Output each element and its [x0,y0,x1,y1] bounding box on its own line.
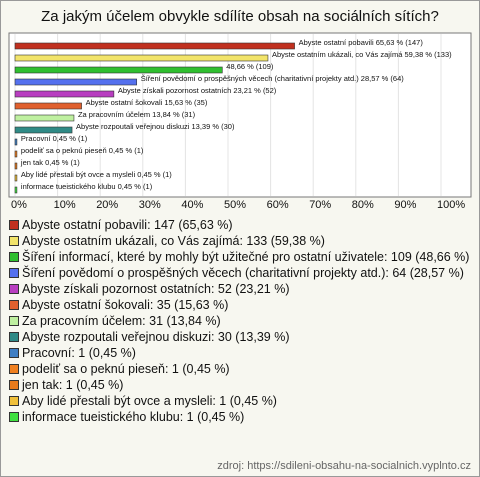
x-tick-label: 80% [352,199,374,211]
legend-swatch [9,268,19,278]
bar-label: Šíření povědomí o prospěšných věcech (ch… [141,74,405,83]
bar-label: Abyste získali pozornost ostatních 23,21… [118,86,277,95]
bar-label: Abyste rozpoutali veřejnou diskuzi 13,39… [76,122,235,131]
legend-item: Abyste získali pozornost ostatních: 52 (… [9,281,471,297]
legend-item: Pracovní: 1 (0,45 %) [9,345,471,361]
legend-label: jen tak: 1 (0,45 %) [22,378,124,392]
legend-swatch [9,300,19,310]
legend-label: informace tueistického klubu: 1 (0,45 %) [22,410,245,424]
legend-label: Aby lidé přestali být ovce a mysleli: 1 … [22,394,277,408]
legend-swatch [9,364,19,374]
bar [14,66,223,74]
bar-label: Za pracovním účelem 13,84 % (31) [78,110,196,119]
legend-label: Abyste rozpoutali veřejnou diskuzi: 30 (… [22,330,290,344]
legend-swatch [9,252,19,262]
bar-label: Abyste ostatní šokovali 15,63 % (35) [86,98,208,107]
legend-label: Pracovní: 1 (0,45 %) [22,346,136,360]
legend-label: podeliť sa o peknú pieseň: 1 (0,45 %) [22,362,230,376]
bar [14,174,18,182]
x-tick-label: 60% [267,199,289,211]
legend-swatch [9,348,19,358]
legend-label: Abyste ostatní pobavili: 147 (65,63 %) [22,218,233,232]
legend-item: Abyste ostatní pobavili: 147 (65,63 %) [9,217,471,233]
bar [14,102,82,110]
x-tick-label: 90% [394,199,416,211]
legend-label: Abyste získali pozornost ostatních: 52 (… [22,282,290,296]
bar [14,138,18,146]
legend-item: podeliť sa o peknú pieseň: 1 (0,45 %) [9,361,471,377]
legend: Abyste ostatní pobavili: 147 (65,63 %) Ab… [9,217,471,425]
bar [14,150,18,158]
legend-label: Za pracovním účelem: 31 (13,84 %) [22,314,221,328]
legend-swatch [9,412,19,422]
legend-swatch [9,396,19,406]
bar [14,54,269,62]
bar-label: Abyste ostatním ukázali, co Vás zajímá 5… [272,50,452,59]
bar [14,126,73,134]
legend-label: Abyste ostatním ukázali, co Vás zajímá: … [22,234,325,248]
chart: Za jakým účelem obvykle sdílíte obsah na… [8,8,472,211]
legend-item: Abyste rozpoutali veřejnou diskuzi: 30 (… [9,329,471,345]
bar [14,186,18,194]
bar-label: jen tak 0,45 % (1) [20,158,80,167]
legend-label: Abyste ostatní šokovali: 35 (15,63 %) [22,298,229,312]
x-tick-label: 0% [11,199,27,211]
bar-label: 48,66 % (109) [226,62,274,71]
legend-item: Šíření povědomí o prospěšných věcech (ch… [9,265,471,281]
bar-label: informace tueistického klubu 0,45 % (1) [21,182,153,191]
legend-label: Šíření povědomí o prospěšných věcech (ch… [22,266,464,280]
legend-swatch [9,236,19,246]
legend-item: jen tak: 1 (0,45 %) [9,377,471,393]
legend-item: Za pracovním účelem: 31 (13,84 %) [9,313,471,329]
source: zdroj: https://sdileni-obsahu-na-socialn… [217,460,471,472]
legend-item: Abyste ostatní šokovali: 35 (15,63 %) [9,297,471,313]
legend-label: Šíření informací, které by mohly být uži… [22,250,470,264]
legend-swatch [9,316,19,326]
x-tick-label: 40% [181,199,203,211]
x-tick-label: 50% [224,199,246,211]
bar [14,90,115,98]
legend-swatch [9,332,19,342]
legend-item: informace tueistického klubu: 1 (0,45 %) [9,409,471,425]
legend-swatch [9,284,19,294]
bar [14,162,18,170]
legend-item: Šíření informací, které by mohly být uži… [9,249,471,265]
bar [14,114,75,122]
x-tick-label: 20% [96,199,118,211]
x-tick-label: 30% [139,199,161,211]
bar [14,78,138,86]
bar-label: Aby lidé přestali být ovce a mysleli 0,4… [21,170,172,179]
bar-label: podeliť sa o peknú pieseň 0,45 % (1) [21,146,144,155]
legend-swatch [9,220,19,230]
legend-item: Aby lidé přestali být ovce a mysleli: 1 … [9,393,471,409]
legend-item: Abyste ostatním ukázali, co Vás zajímá: … [9,233,471,249]
bar-label: Abyste ostatní pobavili 65,63 % (147) [299,38,424,47]
bar [14,42,295,50]
x-tick-label: 10% [54,199,76,211]
bar-label: Pracovní 0,45 % (1) [21,134,88,143]
legend-swatch [9,380,19,390]
x-tick-label: 100% [437,199,465,211]
x-tick-label: 70% [309,199,331,211]
chart-title: Za jakým účelem obvykle sdílíte obsah na… [41,8,439,25]
